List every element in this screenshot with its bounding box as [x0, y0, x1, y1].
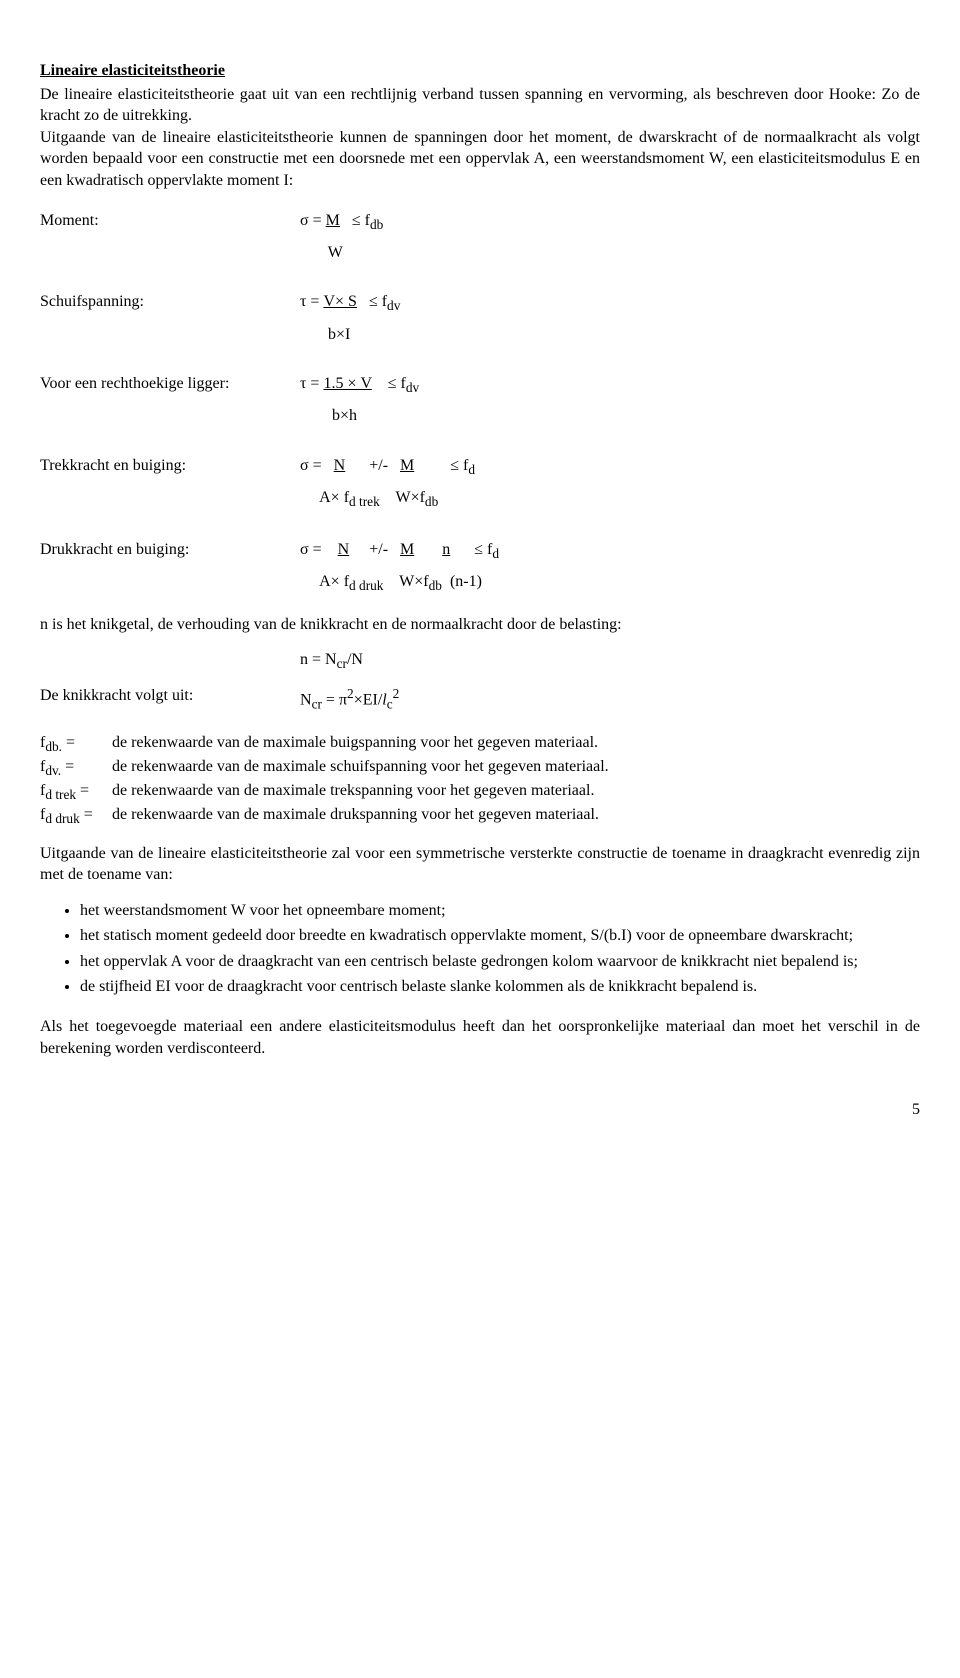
def-fdb-text: de rekenwaarde van de maximale buigspann…: [112, 732, 598, 756]
page-number: 5: [40, 1099, 920, 1121]
eq-knik: Ncr = π2×EI/lc2: [300, 681, 399, 718]
eq-trek-label: Trekkracht en buiging:: [40, 451, 300, 483]
def-fdv-symbol: fdv. =: [40, 756, 112, 780]
def-fddruk-text: de rekenwaarde van de maximale drukspann…: [112, 804, 599, 828]
paragraph-intro-2: Uitgaande van de lineaire elasticiteitst…: [40, 127, 920, 192]
equations-block: Moment: σ = M ≤ fdb W Schuifspanning: τ …: [40, 206, 499, 600]
eq-schuif-label: Schuifspanning:: [40, 287, 300, 319]
def-fddruk-symbol: fd druk =: [40, 804, 112, 828]
def-fdtrek-symbol: fd trek =: [40, 780, 112, 804]
section-title: Lineaire elasticiteitstheorie: [40, 60, 920, 82]
eq-druk-line2: A× fd druk W×fdb (n-1): [300, 567, 499, 599]
paragraph-sym-constr: Uitgaande van de lineaire elasticiteitst…: [40, 843, 920, 886]
list-item: de stijfheid EI voor de draagkracht voor…: [80, 976, 920, 998]
eq-druk-line1: σ = N +/- M n ≤ fd: [300, 535, 499, 567]
eq-moment-line1: σ = M ≤ fdb: [300, 206, 499, 238]
bullet-list: het weerstandsmoment W voor het opneemba…: [40, 900, 920, 998]
list-item: het oppervlak A voor de draagkracht van …: [80, 951, 920, 973]
def-fdv-text: de rekenwaarde van de maximale schuifspa…: [112, 756, 609, 780]
eq-rect-label: Voor een rechthoekige ligger:: [40, 369, 300, 401]
list-item: het weerstandsmoment W voor het opneemba…: [80, 900, 920, 922]
eq-druk-label: Drukkracht en buiging:: [40, 535, 300, 567]
definitions-block: fdb. = de rekenwaarde van de maximale bu…: [40, 732, 920, 829]
eq-rect-line2: b×h: [300, 401, 499, 431]
list-item: het statisch moment gedeeld door breedte…: [80, 925, 920, 947]
eq-trek-line1: σ = N +/- M ≤ fd: [300, 451, 499, 483]
paragraph-intro-1: De lineaire elasticiteitstheorie gaat ui…: [40, 84, 920, 127]
eq-rect-line1: τ = 1.5 × V ≤ fdv: [300, 369, 499, 401]
eq-moment-label: Moment:: [40, 206, 300, 238]
paragraph-knikgetal: n is het knikgetal, de verhouding van de…: [40, 614, 920, 636]
eq-schuif-line2: b×I: [300, 320, 499, 350]
eq-schuif-line1: τ = V× S ≤ fdv: [300, 287, 499, 319]
eq-n: n = Ncr/N: [300, 649, 920, 673]
eq-moment-line2: W: [300, 238, 499, 268]
eq-trek-line2: A× fd trek W×fdb: [300, 483, 499, 515]
def-fdtrek-text: de rekenwaarde van de maximale trekspann…: [112, 780, 594, 804]
paragraph-closing: Als het toegevoegde materiaal een andere…: [40, 1016, 920, 1059]
eq-knik-label: De knikkracht volgt uit:: [40, 681, 300, 718]
def-fdb-symbol: fdb. =: [40, 732, 112, 756]
